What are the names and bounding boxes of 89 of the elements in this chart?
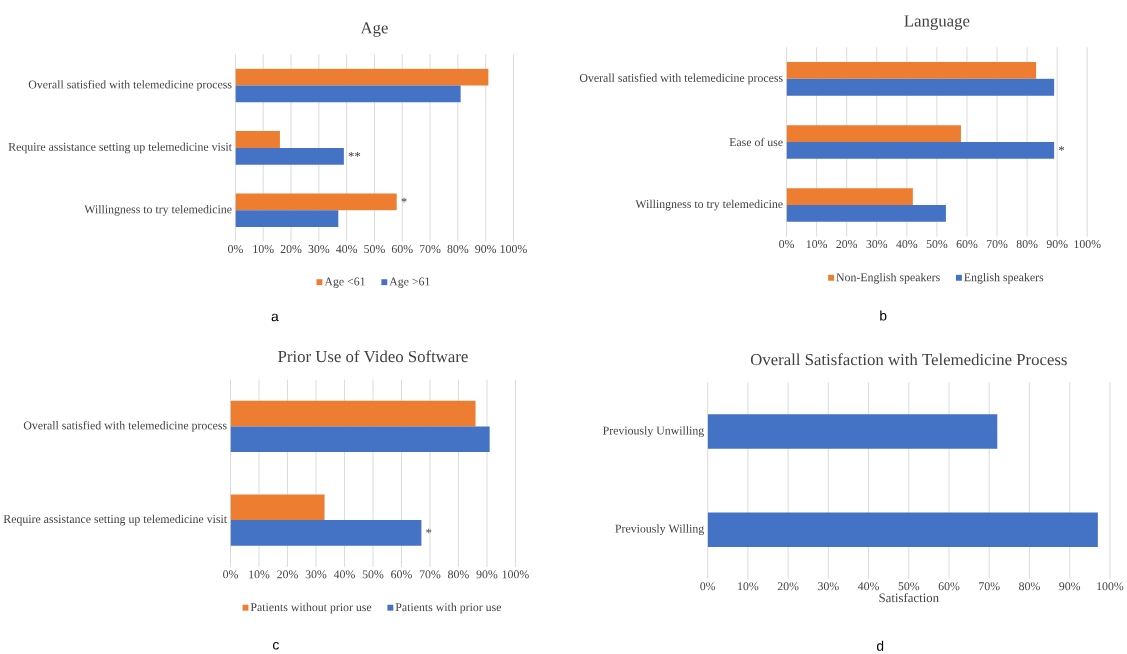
bar	[230, 400, 476, 427]
x-tick-label: 0%	[228, 244, 243, 253]
x-tick-label: 90%	[1059, 582, 1081, 591]
y-tick-label: Overall satisfied with telemedicine process	[579, 73, 783, 85]
x-tick-label: 50%	[898, 582, 920, 591]
x-tick-label: 60%	[391, 244, 413, 253]
x-tick-label: 20%	[777, 582, 799, 591]
x-tick-label: 20%	[836, 240, 858, 249]
bar	[786, 141, 1055, 159]
y-tick-label: Willingness to try telemedicine	[84, 204, 232, 216]
x-tick-label: 40%	[857, 582, 880, 591]
x-tick-label: 80%	[1019, 582, 1040, 591]
x-tick-label: 80%	[448, 570, 469, 579]
x-tick-label: 90%	[476, 570, 498, 579]
bar	[786, 62, 1037, 79]
y-tick-label: Previously Willing	[615, 524, 704, 535]
x-tick-label: 90%	[475, 244, 497, 253]
bar	[786, 188, 913, 206]
x-tick-label: 90%	[1046, 240, 1068, 249]
x-tick-label: 70%	[419, 570, 441, 579]
bar	[235, 210, 339, 228]
x-tick-label: 70%	[979, 582, 1000, 591]
chart-title: Overall Satisfaction with Telemedicine Process	[750, 353, 1067, 366]
bar	[235, 193, 397, 211]
x-tick-label: 40%	[336, 244, 358, 253]
legend-label: Age <61	[324, 277, 365, 288]
legend-label: Non-English speakers	[836, 272, 940, 284]
x-tick-label: 100%	[500, 244, 527, 253]
x-tick-label: 10%	[249, 570, 270, 579]
chart-title: Prior Use of Video Software	[278, 350, 468, 363]
bar	[786, 205, 946, 222]
x-tick-label: 60%	[391, 570, 412, 579]
bar	[230, 494, 325, 520]
x-tick-label: 100%	[1097, 582, 1124, 591]
y-tick-label: Require assistance setting up telemedicine visit	[8, 142, 232, 154]
x-tick-label: 50%	[364, 244, 385, 253]
x-tick-label: 10%	[253, 244, 274, 253]
x-tick-label: 0%	[700, 582, 716, 591]
x-tick-label: 0%	[779, 240, 795, 249]
annotation: *	[426, 528, 432, 534]
bar	[230, 520, 422, 546]
y-tick-label: Ease of use	[729, 137, 783, 147]
legend-label: Patients without prior use	[250, 602, 372, 614]
bar	[235, 147, 344, 165]
annotation: *	[1058, 146, 1065, 151]
text: b	[880, 310, 887, 321]
x-tick-label: 20%	[280, 244, 302, 253]
x-tick-label: 30%	[305, 570, 327, 579]
bar	[786, 78, 1055, 96]
x-tick-label: 30%	[818, 582, 839, 591]
text: a	[271, 313, 279, 322]
y-tick-label: Previously Unwilling	[602, 426, 704, 437]
annotation: **	[348, 152, 361, 157]
text: c	[273, 641, 279, 650]
y-tick-label: Require assistance setting up telemedicine visit	[3, 514, 227, 526]
y-tick-label: Overall satisfied with telemedicine process	[28, 79, 232, 91]
chart-title: Language	[904, 15, 970, 30]
x-tick-label: 10%	[806, 240, 828, 249]
x-tick-label: 80%	[1016, 240, 1038, 249]
x-tick-label: 50%	[362, 570, 384, 579]
x-tick-label: 40%	[333, 570, 355, 579]
x-tick-label: 100%	[502, 570, 529, 579]
annotation: *	[401, 197, 407, 203]
bar	[230, 426, 490, 452]
x-tick-label: 100%	[1074, 240, 1101, 249]
bar	[235, 131, 280, 148]
x-tick-label: 60%	[938, 582, 960, 591]
y-tick-label: Overall satisfied with telemedicine process	[23, 420, 227, 432]
chart-title: Age	[360, 22, 388, 37]
legend-label: Age >61	[389, 277, 430, 288]
x-tick-label: 30%	[308, 244, 330, 253]
x-tick-label: 0%	[223, 570, 238, 579]
x-tick-label: 70%	[419, 244, 441, 253]
legend-label: Patients with prior use	[395, 602, 502, 614]
y-tick-label: Willingness to try telemedicine	[635, 199, 783, 211]
x-tick-label: 30%	[866, 240, 888, 249]
x-axis-title: Satisfaction	[879, 592, 939, 603]
x-tick-label: 70%	[986, 240, 1008, 249]
x-tick-label: 60%	[956, 240, 978, 249]
x-tick-label: 80%	[447, 244, 469, 253]
x-tick-label: 10%	[738, 582, 759, 591]
x-tick-label: 40%	[896, 240, 918, 249]
bar	[235, 85, 461, 103]
x-tick-label: 50%	[926, 240, 948, 249]
bar	[786, 125, 961, 142]
x-tick-label: 20%	[277, 570, 298, 579]
legend-label: English speakers	[964, 272, 1044, 284]
bar	[235, 68, 489, 86]
text: d	[876, 640, 884, 651]
